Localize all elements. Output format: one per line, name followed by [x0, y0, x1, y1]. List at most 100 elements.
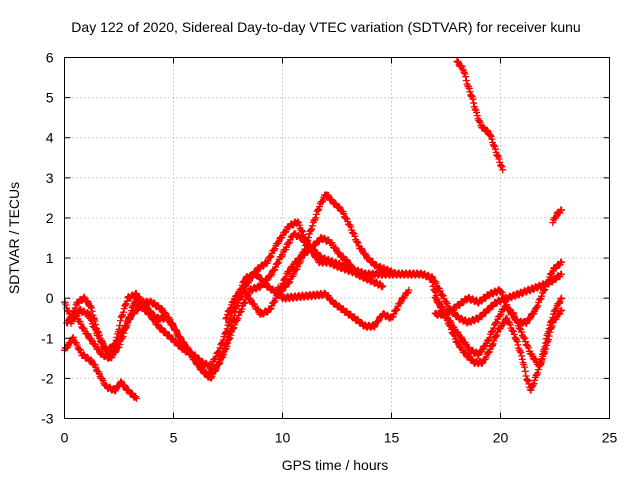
data-point — [526, 315, 534, 323]
data-point — [195, 354, 203, 362]
data-point — [506, 321, 514, 329]
data-point — [234, 315, 242, 322]
data-point — [465, 85, 473, 93]
data-point — [379, 282, 387, 290]
series-track-9 — [431, 258, 566, 327]
data-point — [523, 376, 531, 384]
series-track-6 — [274, 283, 413, 331]
data-point — [303, 237, 311, 245]
data-point — [453, 312, 461, 320]
data-point — [226, 316, 234, 324]
data-point — [191, 351, 199, 359]
data-point — [116, 317, 124, 325]
x-tick-label: 20 — [493, 430, 509, 446]
data-point — [464, 343, 472, 351]
data-point — [442, 298, 450, 306]
y-tick-label: 6 — [46, 50, 54, 66]
data-point — [555, 310, 563, 318]
data-point — [513, 338, 521, 346]
data-point — [161, 328, 169, 336]
data-point — [294, 218, 302, 226]
data-point — [318, 198, 326, 206]
data-point — [370, 323, 378, 331]
data-point — [358, 318, 366, 326]
data-point — [229, 298, 237, 306]
series-track-11 — [549, 206, 566, 227]
data-point — [256, 284, 264, 292]
data-point — [161, 309, 169, 317]
data-point — [270, 266, 278, 274]
data-point — [538, 292, 546, 300]
data-point — [490, 324, 498, 332]
data-point — [223, 314, 231, 322]
data-point — [285, 279, 293, 287]
data-point — [488, 328, 496, 336]
data-point — [478, 359, 486, 367]
data-point — [240, 299, 248, 307]
data-point — [547, 325, 555, 333]
data-point — [116, 341, 124, 349]
data-point — [70, 315, 78, 323]
data-point — [225, 319, 233, 327]
data-point — [119, 308, 127, 316]
data-point — [544, 278, 552, 286]
data-point — [558, 258, 566, 266]
data-point — [88, 307, 96, 315]
data-point — [496, 325, 504, 333]
data-point — [351, 232, 359, 240]
data-point — [518, 355, 526, 363]
data-point — [457, 62, 465, 70]
data-point — [480, 123, 488, 131]
data-point — [218, 354, 226, 362]
data-point — [328, 296, 336, 304]
data-point — [87, 356, 95, 364]
data-point — [222, 329, 230, 337]
data-point — [521, 335, 529, 343]
data-point — [516, 347, 524, 355]
data-point — [558, 294, 566, 302]
data-point — [533, 303, 541, 311]
data-point — [489, 341, 497, 349]
data-point — [94, 345, 102, 353]
data-point — [353, 238, 361, 246]
data-point — [530, 380, 538, 388]
data-point — [87, 304, 95, 312]
data-point — [518, 328, 526, 336]
data-point — [298, 233, 306, 241]
data-point — [431, 287, 439, 295]
data-point — [274, 259, 282, 267]
data-point — [312, 210, 320, 218]
data-point — [223, 325, 231, 333]
data-point — [235, 309, 243, 317]
data-point — [537, 359, 545, 367]
data-point — [220, 350, 228, 358]
data-point — [488, 135, 496, 143]
data-point — [462, 77, 470, 85]
data-point — [342, 214, 350, 222]
chart-title: Day 122 of 2020, Sidereal Day-to-day VTE… — [71, 19, 580, 35]
data-point — [503, 301, 511, 309]
data-point — [231, 321, 239, 329]
y-tick-label: 1 — [46, 250, 54, 266]
data-point — [146, 310, 154, 318]
x-tick-label: 5 — [170, 430, 178, 446]
data-point — [270, 246, 278, 254]
data-point — [542, 283, 550, 291]
data-point — [555, 299, 563, 307]
x-tick-label: 25 — [602, 430, 618, 446]
data-point — [126, 315, 134, 323]
series-track-5 — [222, 234, 387, 323]
data-point — [534, 369, 542, 377]
data-point — [457, 333, 465, 341]
data-point — [157, 324, 165, 332]
data-point — [357, 244, 365, 252]
data-point — [428, 278, 436, 286]
data-point — [298, 226, 306, 234]
data-point — [453, 328, 461, 336]
data-point — [535, 296, 543, 304]
data-point — [548, 322, 556, 330]
data-point — [87, 315, 95, 323]
data-point — [261, 279, 269, 287]
x-tick-label: 10 — [275, 430, 291, 446]
grid — [64, 57, 610, 419]
